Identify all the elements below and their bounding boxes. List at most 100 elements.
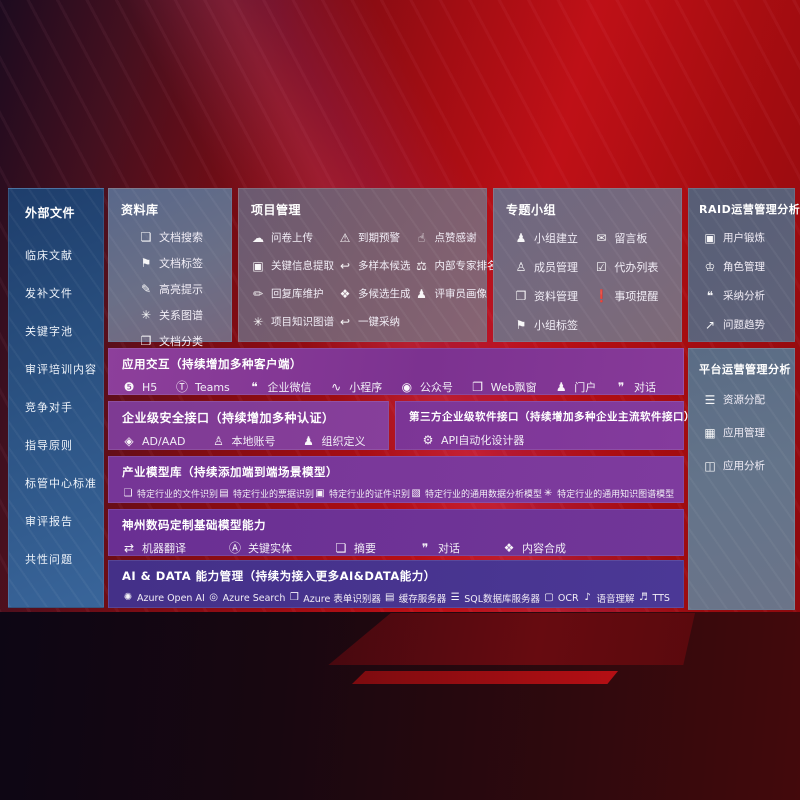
official-account-icon: ◉ — [401, 380, 413, 394]
report-chart-icon: ◫ — [704, 458, 716, 473]
person-add-icon: ♙ — [515, 260, 527, 274]
decorative-wedge-shape — [328, 613, 695, 665]
project-item-one-click-adopt: ↩ 一键采纳 — [338, 314, 411, 329]
tag-icon: ⚑ — [515, 318, 527, 332]
decorative-red-bar — [352, 671, 618, 684]
panel-title: 神州数码定制基础模型能力 — [122, 518, 266, 532]
panel-title: AI & DATA 能力管理（持续为接入更多AI&DATA能力） — [122, 569, 436, 583]
library-item-doc-category: ❐ 文档分类 — [139, 333, 219, 349]
item-label: 资源分配 — [723, 394, 765, 406]
item-label: 代办列表 — [614, 261, 659, 274]
item-label: 机器翻译 — [142, 542, 186, 555]
panel-project-management: 项目管理 ☁ 问卷上传 ⚠ 到期预警 ☝ 点赞感谢 ▣ 关键信息提取 ↩ 多样本候选 ⚖ 内… — [238, 188, 498, 342]
alarm-icon: ⚠ — [339, 230, 351, 245]
item-label: 问卷上传 — [271, 232, 313, 244]
group-item-reminder: ❗ 事项提醒 — [594, 288, 669, 304]
item-label: 资料管理 — [534, 290, 578, 303]
raid-item-user-training: ▣ 用户锻炼 — [703, 230, 784, 245]
item-label: 特定行业的通用数据分析模型 — [425, 490, 543, 500]
sidebar-item-clinical-literature: 临床文献 — [25, 249, 73, 262]
knowledge-graph-icon: ✳ — [543, 487, 553, 499]
panel-external-files: 外部文件 临床文献 发补文件 关键字池 审评培训内容 竞争对手 指导原则 标管中… — [8, 188, 104, 608]
item-label: 应用管理 — [723, 427, 765, 439]
item-label: 摘要 — [354, 542, 376, 555]
item-label: 留言板 — [614, 232, 648, 245]
item-label: 评审员画像 — [434, 288, 488, 300]
security-item-local-account: ♙ 本地账号 — [212, 433, 276, 449]
panel-raid-analysis: RAID运营管理分析 ▣ 用户锻炼 ♔ 角色管理 ❝ 采纳分析 ↗ 问题趋势 — [688, 188, 800, 342]
model-item-data-analysis-model: ▧ 特定行业的通用数据分析模型 — [410, 487, 542, 500]
panel-title: 项目管理 — [251, 203, 302, 217]
sidebar-item-center-standards: 标管中心标准 — [25, 477, 97, 490]
interaction-item-wecom: ❝ 企业微信 — [248, 379, 311, 395]
doc-search-icon: ❏ — [140, 230, 152, 244]
interaction-item-web-popup: ❐ Web飘窗 — [471, 379, 536, 395]
folder-image-icon: ❐ — [515, 289, 527, 303]
item-label: Teams — [194, 380, 230, 394]
security-item-org-definition: ♟ 组织定义 — [302, 433, 365, 449]
highlight-pencil-icon: ✎ — [140, 282, 152, 296]
aidata-item-sql-server: ☰ SQL数据库服务器 — [449, 591, 540, 606]
wecom-chat-icon: ❝ — [251, 380, 258, 394]
item-label: 小组建立 — [534, 232, 578, 245]
group-item-material-manage: ❐ 资料管理 — [514, 288, 592, 304]
h5-icon: ❺ — [123, 380, 135, 394]
panel-app-interaction: 应用交互（持续增加多种客户端） ❺ H5 Ⓣ Teams ❝ 企业微信 ∿ 小程序 ◉ 公… — [108, 348, 684, 395]
item-label: 小程序 — [349, 381, 383, 394]
platform-item-app-analysis: ◫ 应用分析 — [703, 458, 784, 473]
list-icon: ☰ — [704, 392, 716, 407]
item-label: 公众号 — [419, 381, 453, 394]
group-item-tags: ⚑ 小组标签 — [514, 317, 592, 333]
item-label: 成员管理 — [534, 261, 578, 274]
aidata-item-tts: ♬ TTS — [637, 592, 670, 604]
item-label: 项目知识图谱 — [271, 316, 334, 328]
pencil-icon: ✏ — [252, 286, 264, 301]
interaction-item-teams: Ⓣ Teams — [175, 381, 230, 394]
database-icon: ☰ — [450, 592, 460, 603]
sidebar-item-supplement-files: 发补文件 — [25, 287, 73, 300]
interaction-item-official-account: ◉ 公众号 — [400, 379, 453, 395]
project-item-multi-candidate-gen: ❖ 多候选生成 — [338, 286, 411, 301]
item-label: 用户锻炼 — [723, 232, 765, 244]
group-item-todo-list: ☑ 代办列表 — [594, 259, 669, 275]
tag-icon: ⚑ — [140, 256, 152, 270]
clipboard-list-icon: ☑ — [595, 260, 607, 274]
panel-special-groups: 专题小组 ♟ 小组建立 ✉ 留言板 ♙ 成员管理 ☑ 代办列表 ❐ 资料管理 ❗ 事项提醒 … — [493, 188, 682, 342]
panel-thirdparty-interface: 第三方企业级软件接口（持续增加多种企业主流软件接口） ⚙ API自动化设计器 — [395, 401, 695, 450]
dialog-icon: ❞ — [617, 380, 625, 394]
item-label: 对话 — [634, 381, 656, 394]
aidata-item-cache-server: ▤ 缓存服务器 — [384, 591, 446, 606]
tts-icon: ♬ — [638, 592, 648, 603]
people-icon: ♟ — [515, 231, 527, 245]
aidata-item-azure-openai: ✺ Azure Open AI — [122, 593, 205, 604]
sidebar-item-review-training: 审评培训内容 — [25, 363, 97, 376]
panel-security-interface: 企业级安全接口（持续增加多种认证） ◈ AD/AAD ♙ 本地账号 ♟ 组织定义 — [108, 401, 389, 450]
panel-title: 专题小组 — [506, 203, 557, 217]
item-label: Azure Open AI — [137, 592, 205, 604]
panel-title: RAID运营管理分析 — [699, 203, 800, 216]
item-label: 文档搜索 — [159, 231, 203, 244]
dialog-icon: ❞ — [421, 541, 429, 555]
item-label: 内部专家排名 — [434, 260, 498, 272]
app-grid-icon: ▦ — [704, 425, 716, 440]
panel-title: 应用交互（持续增加多种客户端） — [122, 357, 302, 371]
sidebar-item-guidelines: 指导原则 — [25, 439, 73, 452]
item-label: 语音理解 — [596, 594, 635, 605]
item-label: 本地账号 — [231, 435, 276, 448]
library-item-relation-graph: ✳ 关系图谱 — [139, 307, 219, 323]
project-item-like-thanks: ☝ 点赞感谢 — [415, 230, 498, 245]
project-item-due-alert: ⚠ 到期预警 — [338, 230, 411, 245]
receipt-icon: ▤ — [219, 487, 229, 499]
relation-graph-icon: ✳ — [140, 308, 152, 322]
item-label: 内容合成 — [522, 542, 566, 555]
data-model-icon: ▧ — [411, 487, 421, 499]
id-card-icon: ▣ — [315, 487, 325, 499]
file-icon: ❏ — [123, 487, 133, 499]
id-card-icon: ▣ — [704, 230, 716, 245]
aidata-item-azure-search: ◎ Azure Search — [208, 593, 285, 604]
item-label: 文档标签 — [159, 257, 203, 270]
person-icon: ♟ — [416, 286, 427, 301]
raid-item-role-manage: ♔ 角色管理 — [703, 259, 784, 274]
item-label: 关键信息提取 — [271, 260, 334, 272]
gear-icon: ⚙ — [422, 433, 434, 447]
